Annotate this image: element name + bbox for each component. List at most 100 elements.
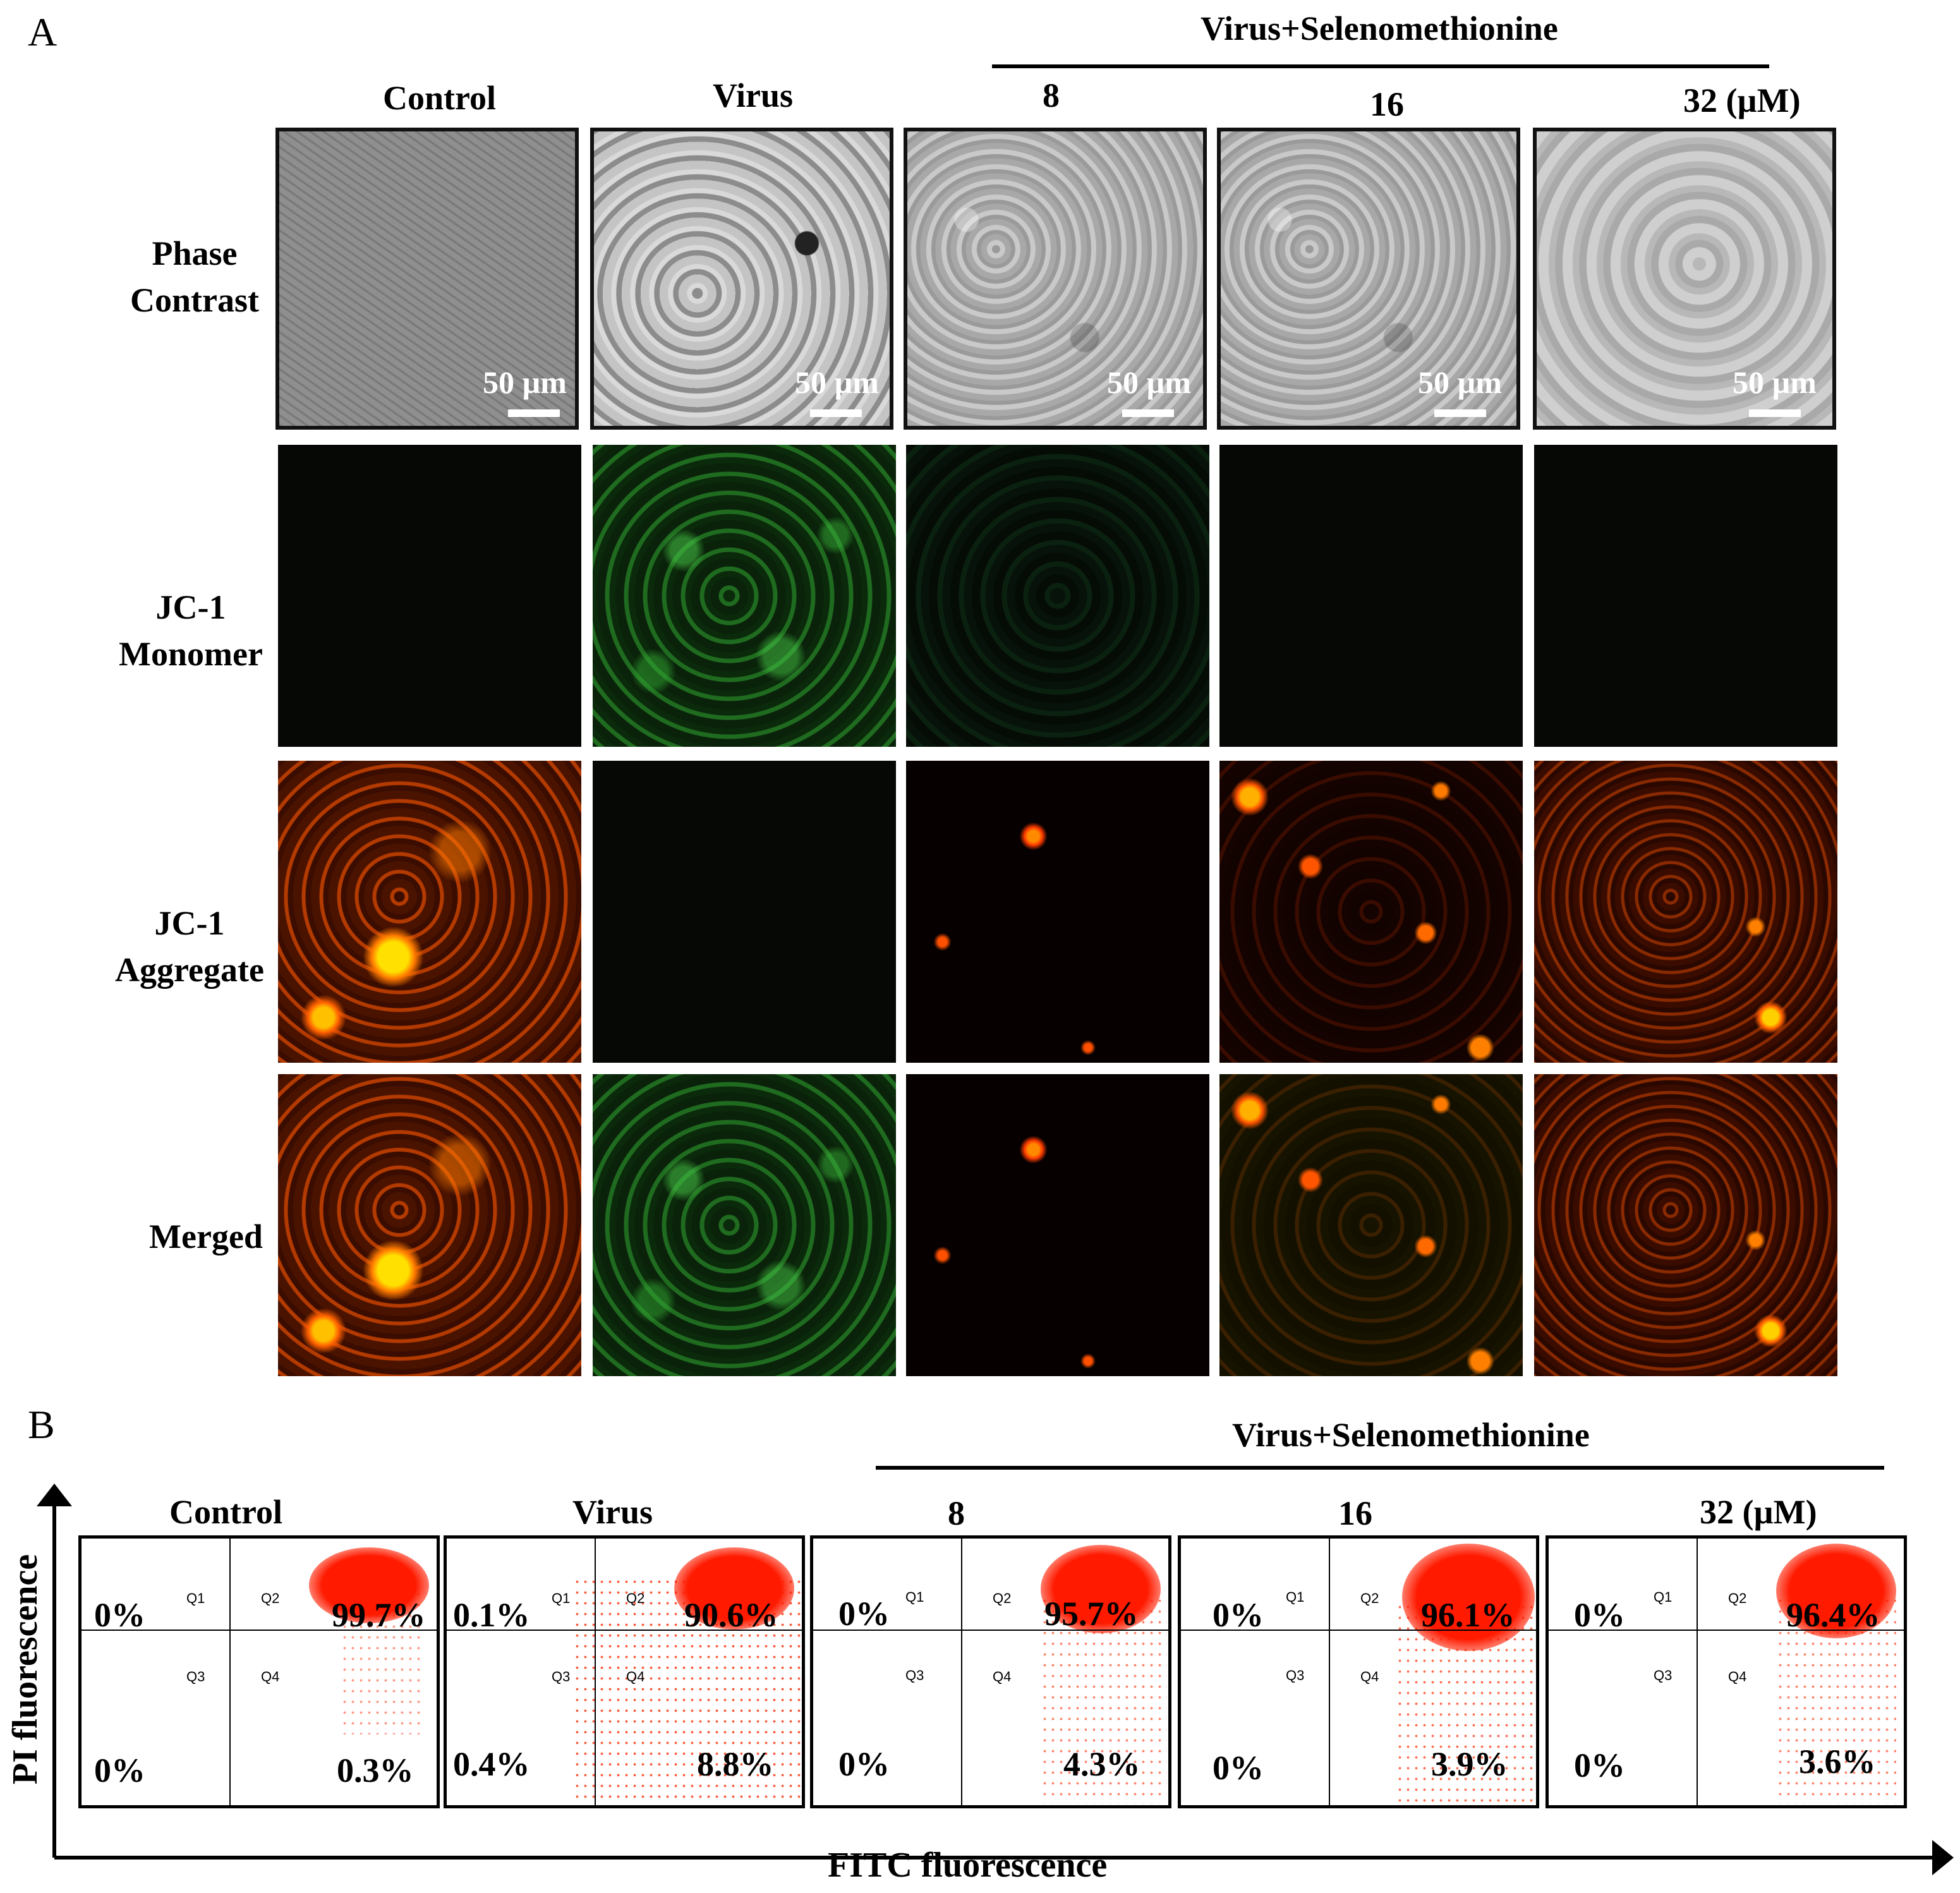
scatter-cloud (1776, 1544, 1896, 1638)
scale-bar-label: 50 µm (795, 365, 879, 400)
q2-label: Q2 (261, 1590, 280, 1606)
flow-plot-16um: Q1 Q2 Q3 Q4 0% 96.1% 0% 3.9% (1178, 1535, 1539, 1808)
scale-bar (1122, 409, 1174, 417)
jc1-monomer-8um-image (906, 445, 1209, 747)
jc1-monomer-control-image (278, 445, 581, 747)
panel-a-col-virus: Virus (713, 76, 794, 114)
q3-label: Q3 (1286, 1667, 1305, 1683)
q4-label: Q4 (626, 1669, 645, 1684)
jc1-monomer-32um-image (1534, 445, 1837, 747)
phase-contrast-32um-image: 50 µm (1533, 128, 1836, 430)
panel-a-col-32: 32 (µM) (1683, 82, 1801, 119)
phase-contrast-8um-image: 50 µm (904, 128, 1207, 430)
scale-bar (1749, 409, 1801, 417)
y-axis-label: PI fluorescence (6, 1554, 45, 1785)
q1-percent: 0% (838, 1595, 890, 1633)
row-label-merged: Merged (149, 1218, 263, 1255)
q3-percent: 0% (94, 1751, 145, 1789)
q1-percent: 0% (1213, 1596, 1264, 1634)
row-label-phase-contrast: Phase Contrast (130, 234, 259, 319)
jc1-monomer-16um-image (1219, 445, 1523, 747)
scatter-cloud (1041, 1545, 1161, 1633)
q4-label: Q4 (1360, 1669, 1379, 1684)
scatter-cloud (309, 1547, 429, 1623)
scale-bar-label: 50 µm (483, 365, 567, 400)
q2-percent: 95.7% (1044, 1595, 1139, 1633)
panel-a-letter: A (28, 9, 57, 54)
merged-control-image (278, 1074, 581, 1376)
q1-percent: 0% (94, 1596, 145, 1634)
scale-bar-label: 50 µm (1107, 365, 1191, 400)
q1-percent: 0.1% (453, 1596, 530, 1634)
q1-label: Q1 (1654, 1589, 1673, 1605)
q3-label: Q3 (186, 1669, 205, 1684)
q1-label: Q1 (905, 1589, 924, 1605)
q1-label: Q1 (552, 1590, 571, 1606)
panel-b-col-virus: Virus (572, 1493, 653, 1531)
panel-a-col-control: Control (383, 79, 497, 117)
x-axis-label: FITC fluorescence (828, 1846, 1108, 1885)
row-label-jc1-aggregate: JC-1 Aggregate (115, 904, 264, 989)
q4-percent: 3.6% (1799, 1743, 1876, 1781)
q3-label: Q3 (1654, 1667, 1673, 1683)
q2-percent: 96.1% (1421, 1596, 1515, 1634)
jc1-aggregate-virus-image (593, 761, 896, 1063)
panel-a-group-header: Virus+Selenomethionine (1201, 9, 1558, 47)
flow-plot-control: Q1 Q2 Q3 Q4 0% 99.7% 0% 0.3% (78, 1535, 440, 1808)
scale-bar-label: 50 µm (1733, 365, 1817, 400)
panel-b-col-16: 16 (1338, 1494, 1372, 1532)
q2-label: Q2 (993, 1590, 1012, 1606)
x-axis-arrow (1932, 1840, 1954, 1875)
panel-a-group-line (992, 64, 1769, 68)
phase-contrast-virus-image: 50 µm (590, 128, 893, 430)
q4-percent: 3.9% (1431, 1745, 1508, 1783)
q2-label: Q2 (1360, 1590, 1379, 1606)
panel-b-group-header: Virus+Selenomethionine (1232, 1416, 1590, 1454)
q4-percent: 4.3% (1063, 1745, 1140, 1783)
q4-percent: 0.3% (337, 1751, 414, 1789)
panel-b-group-line (876, 1466, 1884, 1470)
q4-label: Q4 (1728, 1669, 1747, 1684)
scale-bar-label: 50 µm (1418, 365, 1502, 400)
scale-bar (508, 409, 560, 417)
jc1-aggregate-control-image (278, 761, 581, 1063)
merged-8um-image (906, 1074, 1209, 1376)
scatter-cloud (1402, 1544, 1535, 1651)
merged-32um-image (1534, 1074, 1837, 1376)
phase-contrast-16um-image: 50 µm (1217, 128, 1520, 430)
q3-label: Q3 (905, 1667, 924, 1683)
flow-plot-32um: Q1 Q2 Q3 Q4 0% 96.4% 0% 3.6% (1546, 1535, 1907, 1808)
panel-b-col-32: 32 (µM) (1700, 1493, 1817, 1531)
jc1-aggregate-8um-image (906, 761, 1209, 1063)
q2-label: Q2 (1728, 1590, 1747, 1606)
q3-percent: 0% (1574, 1746, 1625, 1784)
q3-label: Q3 (552, 1669, 571, 1684)
y-axis-arrow (37, 1484, 72, 1506)
q2-label: Q2 (626, 1590, 645, 1606)
scatter-cloud (674, 1547, 794, 1630)
jc1-aggregate-16um-image (1219, 761, 1523, 1063)
scale-bar (810, 409, 862, 417)
q4-label: Q4 (261, 1669, 280, 1684)
q3-percent: 0.4% (453, 1745, 530, 1783)
q4-percent: 8.8% (697, 1745, 774, 1783)
panel-b-col-8: 8 (948, 1494, 965, 1532)
q3-percent: 0% (1213, 1749, 1264, 1787)
q4-label: Q4 (993, 1669, 1012, 1684)
flow-plot-8um: Q1 Q2 Q3 Q4 0% 95.7% 0% 4.3% (810, 1535, 1171, 1808)
scale-bar (1434, 409, 1486, 417)
q3-percent: 0% (838, 1745, 890, 1783)
panel-b-col-control: Control (169, 1493, 283, 1531)
q2-percent: 90.6% (684, 1596, 778, 1634)
flow-plot-virus: Q1 Q2 Q3 Q4 0.1% 90.6% 0.4% 8.8% (444, 1535, 805, 1808)
jc1-aggregate-32um-image (1534, 761, 1837, 1063)
panel-b-letter: B (28, 1402, 55, 1447)
q1-label: Q1 (1286, 1589, 1305, 1605)
phase-contrast-control-image: 50 µm (275, 128, 579, 430)
q2-percent: 99.7% (332, 1596, 426, 1634)
panel-a-col-8: 8 (1043, 76, 1060, 114)
merged-16um-image (1219, 1074, 1523, 1376)
q2-percent: 96.4% (1786, 1596, 1880, 1634)
jc1-monomer-virus-image (593, 445, 896, 747)
